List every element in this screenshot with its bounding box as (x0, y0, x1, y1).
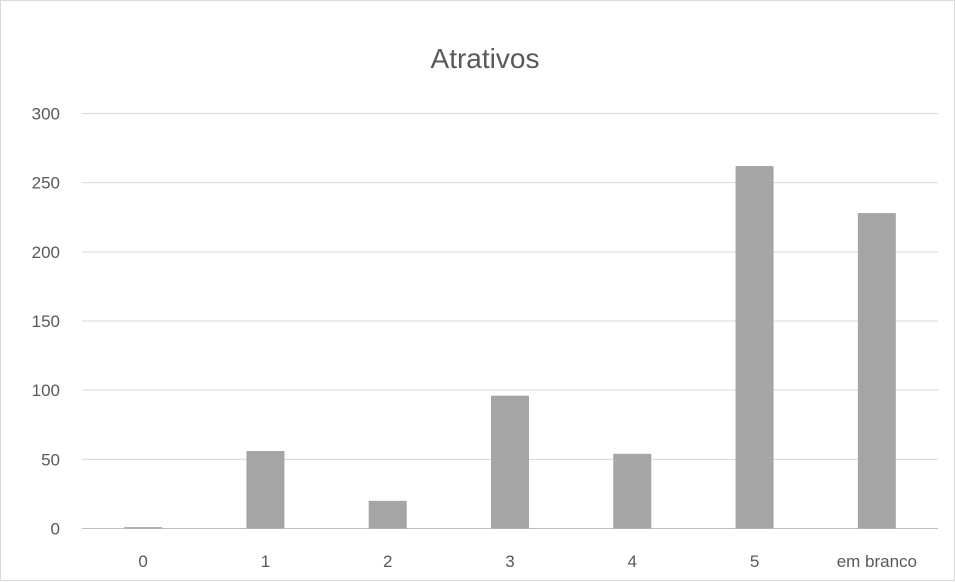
chart-title: Atrativos (431, 43, 540, 74)
x-tick-label-5: 5 (750, 552, 759, 571)
x-tick-label-4: 4 (628, 552, 637, 571)
x-tick-label-1: 1 (261, 552, 270, 571)
y-tick-label-150: 150 (32, 312, 60, 331)
bar-0 (124, 527, 163, 529)
y-tick-label-0: 0 (51, 520, 60, 539)
x-tick-label-3: 3 (505, 552, 514, 571)
y-tick-label-300: 300 (32, 105, 60, 124)
gridlines (82, 113, 938, 529)
bar-2 (368, 500, 407, 529)
bar-1 (246, 451, 285, 529)
x-tick-label-0: 0 (138, 552, 147, 571)
y-tick-label-200: 200 (32, 243, 60, 262)
x-axis-tick-labels: 0 1 2 3 4 5 em branco (138, 552, 917, 571)
x-tick-label-2: 2 (383, 552, 392, 571)
y-tick-label-100: 100 (32, 381, 60, 400)
bar-em-branco (857, 213, 896, 529)
y-tick-label-250: 250 (32, 174, 60, 193)
y-tick-label-50: 50 (41, 450, 60, 469)
y-axis-tick-labels: 0 50 100 150 200 250 300 (32, 105, 60, 539)
bar-5 (735, 166, 774, 529)
bar-4 (613, 453, 652, 529)
bars (124, 166, 896, 529)
x-tick-label-em-branco: em branco (837, 552, 917, 571)
bar-3 (491, 395, 529, 529)
